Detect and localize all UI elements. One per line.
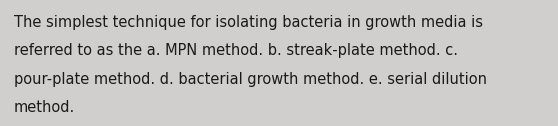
Text: method.: method. [14,100,75,115]
Text: pour-plate method. d. bacterial growth method. e. serial dilution: pour-plate method. d. bacterial growth m… [14,72,487,87]
Text: The simplest technique for isolating bacteria in growth media is: The simplest technique for isolating bac… [14,15,483,30]
Text: referred to as the a. MPN method. b. streak-plate method. c.: referred to as the a. MPN method. b. str… [14,43,458,58]
